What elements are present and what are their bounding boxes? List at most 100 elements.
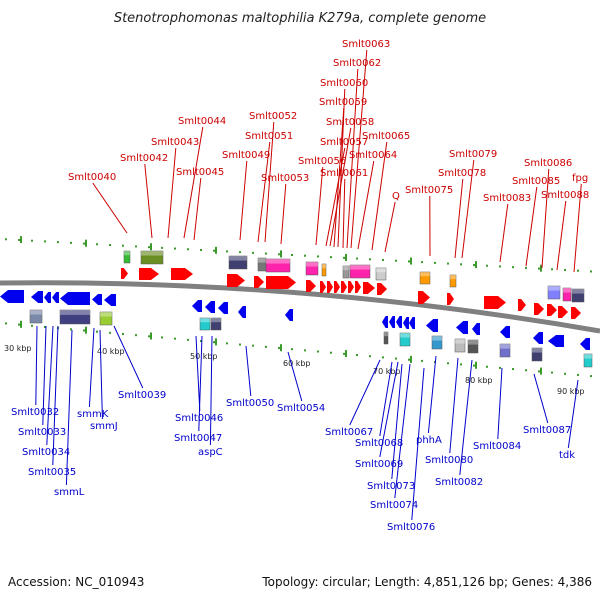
tick-dot: [317, 255, 319, 258]
gene-leader-line: [342, 178, 346, 249]
gene-leader-line: [239, 160, 248, 241]
gene-leader-line: [195, 335, 201, 412]
tick-dot: [187, 338, 189, 341]
tick-dot: [408, 358, 410, 361]
tick-dot: [226, 250, 228, 253]
gene-leader-line: [459, 359, 473, 476]
gene-leader-line: [198, 335, 203, 432]
gene-arrow: [403, 317, 409, 329]
gene-leader-line: [449, 357, 459, 454]
tick-major: [150, 332, 152, 340]
gene-arrow: [0, 290, 24, 303]
protein-feature-box: [467, 339, 479, 354]
gene-label: Smlt0051: [245, 131, 293, 142]
tick-major: [540, 264, 542, 272]
gene-leader-line: [371, 141, 388, 251]
tick-dot: [291, 348, 293, 351]
gene-leader-line: [287, 351, 303, 402]
tick-dot: [382, 356, 384, 359]
gene-leader-line: [357, 160, 375, 250]
gene-leader-line: [35, 325, 38, 406]
gene-arrow: [92, 294, 102, 305]
gene-label: Smlt0082: [435, 477, 483, 488]
gene-arrow: [266, 276, 296, 289]
tick-dot: [343, 352, 345, 355]
tick-major: [280, 344, 282, 352]
reverse-genes-layer: Smlt0032 Smlt0033 Smlt0034 Smlt0035 smmL smmK…: [0, 290, 593, 533]
gene-label: Smlt0061: [320, 168, 368, 179]
gene-label: Smlt0032: [11, 407, 59, 418]
tick-dot: [122, 332, 124, 335]
gene-leader-line: [346, 68, 359, 249]
gene-label: Smlt0083: [483, 193, 531, 204]
tick-dot: [369, 355, 371, 358]
tick-dot: [460, 363, 462, 366]
gene-leader-line: [497, 367, 503, 440]
gene-leader-line: [88, 327, 95, 408]
gene-arrow: [341, 281, 347, 293]
genome-backbone: [0, 280, 600, 334]
tick-dot: [473, 264, 475, 267]
tick-dot: [564, 372, 566, 375]
gene-leader-line: [499, 203, 509, 263]
tick-major: [345, 350, 347, 358]
gene-leader-line: [525, 186, 538, 267]
gene-leader-line: [454, 178, 464, 259]
gene-label: Smlt0054: [277, 403, 325, 414]
tick-dot: [96, 330, 98, 333]
gene-arrow: [418, 291, 430, 304]
tick-dot: [343, 256, 345, 259]
gene-leader-line: [384, 201, 396, 253]
protein-feature-box: [210, 317, 222, 331]
gene-arrow: [306, 280, 316, 292]
tick-major: [475, 261, 477, 269]
gene-arrow: [409, 317, 415, 329]
gene-label: Smlt0073: [367, 481, 415, 492]
gene-leader-line: [65, 329, 73, 486]
gene-leader-line: [337, 88, 346, 248]
tick-dot: [278, 347, 280, 350]
tick-dot: [161, 246, 163, 249]
gene-label: Smlt0069: [355, 459, 403, 470]
gene-label: Smlt0043: [151, 137, 199, 148]
tick-dot: [83, 329, 85, 332]
gene-leader-line: [315, 166, 324, 246]
tick-major: [540, 367, 542, 375]
gene-arrow: [104, 294, 116, 306]
tick-dot: [395, 259, 397, 262]
protein-feature-box: [257, 257, 267, 272]
tick-dot: [31, 239, 33, 242]
gene-leader-line: [257, 141, 271, 243]
tick-dot: [5, 238, 7, 241]
tick-dot: [330, 256, 332, 259]
protein-feature-box: [140, 250, 164, 265]
protein-feature-box: [321, 263, 327, 277]
gene-label: aspC: [198, 447, 223, 458]
gene-label: Smlt0067: [325, 427, 373, 438]
gene-arrow: [500, 326, 510, 338]
gene-arrow: [377, 283, 387, 295]
gene-leader-line: [573, 183, 582, 273]
tick-dot: [421, 261, 423, 264]
tick-dot: [31, 324, 33, 327]
gene-arrow: [254, 276, 264, 288]
tick-major: [85, 239, 87, 247]
gene-label: Smlt0068: [355, 438, 403, 449]
tick-dot: [109, 243, 111, 246]
protein-feature-box: [449, 274, 457, 288]
gene-arrow: [52, 292, 59, 303]
tick-dot: [499, 366, 501, 369]
tick-dot: [525, 369, 527, 372]
gene-arrow: [192, 300, 202, 312]
gene-arrow: [518, 299, 526, 311]
gene-leader-line: [379, 361, 393, 437]
tick-major: [85, 326, 87, 334]
protein-feature-box: [199, 317, 211, 331]
gene-arrow: [355, 281, 361, 293]
tick-dot: [330, 351, 332, 354]
gene-label: Smlt0086: [524, 158, 572, 169]
protein-feature-box: [99, 311, 113, 326]
tick-dot: [5, 322, 7, 325]
gene-leader-line: [567, 379, 579, 449]
gene-leader-line: [144, 163, 153, 239]
